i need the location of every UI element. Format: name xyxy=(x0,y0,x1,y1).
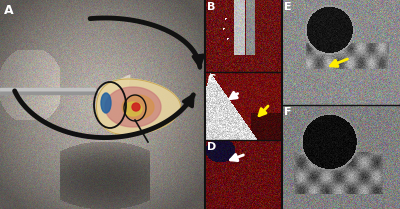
Polygon shape xyxy=(90,75,130,105)
Polygon shape xyxy=(122,95,154,119)
Text: E: E xyxy=(284,2,292,12)
Bar xyxy=(0,88,95,90)
Text: A: A xyxy=(4,4,14,17)
Ellipse shape xyxy=(124,102,142,116)
Ellipse shape xyxy=(101,93,111,113)
Text: C: C xyxy=(207,74,215,84)
Text: B: B xyxy=(207,2,215,12)
Ellipse shape xyxy=(132,103,140,111)
Text: F: F xyxy=(284,107,292,117)
Text: D: D xyxy=(207,142,216,152)
Polygon shape xyxy=(105,87,161,127)
Polygon shape xyxy=(96,79,180,135)
Bar xyxy=(0,88,95,94)
Bar xyxy=(0,92,95,94)
